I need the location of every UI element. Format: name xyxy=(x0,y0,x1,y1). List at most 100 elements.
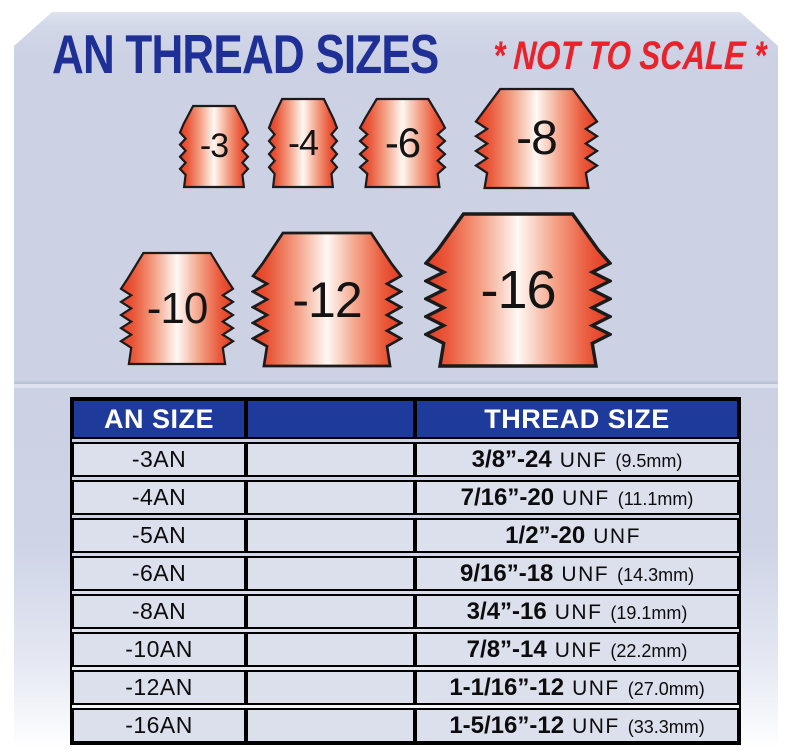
an-size-cell: -8AN xyxy=(72,594,247,629)
table-header-row: AN SIZE THREAD SIZE xyxy=(72,399,739,439)
an-fitting--10: -10 xyxy=(119,251,235,366)
mm-size-text: (33.3mm) xyxy=(627,716,705,737)
an-size-header: AN SIZE xyxy=(72,399,247,439)
thread-size-header: THREAD SIZE xyxy=(415,399,739,439)
middle-cell xyxy=(246,480,416,515)
fitting-label: -6 xyxy=(384,119,421,166)
fitting-shape-path xyxy=(178,104,250,189)
fitting-shape-svg xyxy=(267,97,339,189)
unf-label: UNF xyxy=(572,676,620,700)
an-size-cell: -12AN xyxy=(72,670,247,705)
unf-label: UNF xyxy=(559,448,608,472)
unf-label: UNF xyxy=(593,524,641,548)
thread-size-cell: 7/8”-14 UNF (22.2mm) xyxy=(415,632,739,667)
an-size-cell: -5AN xyxy=(72,518,247,553)
page-title: AN THREAD SIZES xyxy=(52,23,439,85)
thread-size-cell: 3/4”-16 UNF (19.1mm) xyxy=(415,594,739,629)
fitting-shape-path xyxy=(251,231,403,368)
table-row: -16AN 1-5/16”-12 UNF (33.3mm) xyxy=(72,708,739,743)
thread-size-cell: 1-1/16”-12 UNF (27.0mm) xyxy=(415,670,739,705)
fitting-shape-path xyxy=(358,97,447,189)
an-size-text: -8AN xyxy=(131,598,187,624)
fitting-shape-svg xyxy=(251,231,403,368)
middle-cell xyxy=(246,594,416,629)
thread-size-text: 9/16”-18 xyxy=(460,559,554,587)
fitting-shape-svg xyxy=(358,97,447,189)
middle-cell xyxy=(246,632,416,667)
an-size-text: -6AN xyxy=(131,560,187,586)
not-to-scale-note: * NOT TO SCALE * xyxy=(491,34,768,78)
fitting-label: -4 xyxy=(287,122,319,163)
middle-cell xyxy=(246,442,416,477)
mm-size-text: (14.3mm) xyxy=(617,564,695,585)
thread-size-text: 3/4”-16 xyxy=(466,597,547,625)
an-size-cell: -6AN xyxy=(72,556,247,591)
middle-cell xyxy=(246,518,416,553)
table-row: -6AN 9/16”-18 UNF (14.3mm) xyxy=(72,556,739,591)
thread-size-content: 9/16”-18 UNF (14.3mm) xyxy=(417,560,737,588)
an-fitting--8: -8 xyxy=(474,87,599,190)
an-fitting--6: -6 xyxy=(358,97,447,189)
unf-label: UNF xyxy=(562,486,610,510)
fitting-shape-path xyxy=(267,97,339,189)
thread-size-content: 7/16”-20 UNF (11.1mm) xyxy=(417,484,737,512)
thread-size-cell: 1/2”-20 UNF xyxy=(415,518,739,553)
an-size-text: -3AN xyxy=(131,446,187,472)
middle-cell xyxy=(246,556,416,591)
unf-label: UNF xyxy=(554,638,603,662)
an-size-cell: -16AN xyxy=(72,708,247,743)
thread-size-content: 3/8”-24 UNF (9.5mm) xyxy=(417,446,737,474)
mm-size-text: (11.1mm) xyxy=(617,488,694,509)
fitting-shape-svg xyxy=(178,104,250,189)
an-size-text: -4AN xyxy=(131,484,187,510)
middle-cell xyxy=(246,708,416,743)
an-fitting--16: -16 xyxy=(424,212,612,368)
table-row: -5AN 1/2”-20 UNF xyxy=(72,518,739,553)
an-fitting--12: -12 xyxy=(251,231,403,368)
thread-size-text: 7/16”-20 xyxy=(460,483,555,511)
an-size-table: AN SIZE THREAD SIZE -3AN 3/8”-24 UNF (9.… xyxy=(72,399,739,743)
table-row: -8AN 3/4”-16 UNF (19.1mm) xyxy=(72,594,739,629)
fitting-shape-path xyxy=(474,87,599,190)
an-size-cell: -10AN xyxy=(72,632,247,667)
thread-size-text: 1/2”-20 xyxy=(505,521,586,549)
an-fitting--4: -4 xyxy=(267,97,339,189)
thread-size-text: 1-5/16”-12 xyxy=(449,711,565,739)
fitting-label: -16 xyxy=(480,260,556,320)
thread-size-cell: 3/8”-24 UNF (9.5mm) xyxy=(415,442,739,477)
thread-size-text: 1-1/16”-12 xyxy=(449,673,565,701)
thread-size-cell: 7/16”-20 UNF (11.1mm) xyxy=(415,480,739,515)
fitting-shape-svg xyxy=(119,251,235,366)
fitting-label: -3 xyxy=(199,127,229,165)
thread-size-content: 1-1/16”-12 UNF (27.0mm) xyxy=(417,674,737,702)
an-size-cell: -4AN xyxy=(72,480,247,515)
unf-label: UNF xyxy=(561,562,610,586)
mm-size-text: (19.1mm) xyxy=(610,602,688,623)
mm-size-text: (27.0mm) xyxy=(627,678,705,699)
thread-size-text: 7/8”-14 xyxy=(466,635,547,663)
thread-size-cell: 9/16”-18 UNF (14.3mm) xyxy=(415,556,739,591)
table-row: -12AN 1-1/16”-12 UNF (27.0mm) xyxy=(72,670,739,705)
fitting-label: -10 xyxy=(146,283,209,333)
fitting-shape-path xyxy=(119,251,235,366)
fitting-shape-svg xyxy=(424,212,612,368)
middle-header xyxy=(246,399,416,439)
an-size-text: -12AN xyxy=(125,674,193,700)
fitting-label: -12 xyxy=(292,271,362,328)
thread-size-content: 1-5/16”-12 UNF (33.3mm) xyxy=(417,712,737,740)
unf-label: UNF xyxy=(554,600,603,624)
table-row: -10AN 7/8”-14 UNF (22.2mm) xyxy=(72,632,739,667)
fitting-shape-svg xyxy=(474,87,599,190)
thread-size-text: 3/8”-24 xyxy=(471,445,552,473)
panel-section-divider xyxy=(14,384,778,388)
size-table-wrapper: AN SIZE THREAD SIZE -3AN 3/8”-24 UNF (9.… xyxy=(70,397,741,745)
an-size-text: -10AN xyxy=(125,636,193,662)
mm-size-text: (22.2mm) xyxy=(610,640,688,661)
middle-cell xyxy=(246,670,416,705)
thread-size-content: 1/2”-20 UNF xyxy=(417,522,737,550)
an-fitting--3: -3 xyxy=(178,104,250,189)
thread-size-content: 3/4”-16 UNF (19.1mm) xyxy=(417,598,737,626)
an-size-text: -16AN xyxy=(125,712,193,738)
mm-size-text: (9.5mm) xyxy=(615,450,683,471)
unf-label: UNF xyxy=(572,714,620,738)
